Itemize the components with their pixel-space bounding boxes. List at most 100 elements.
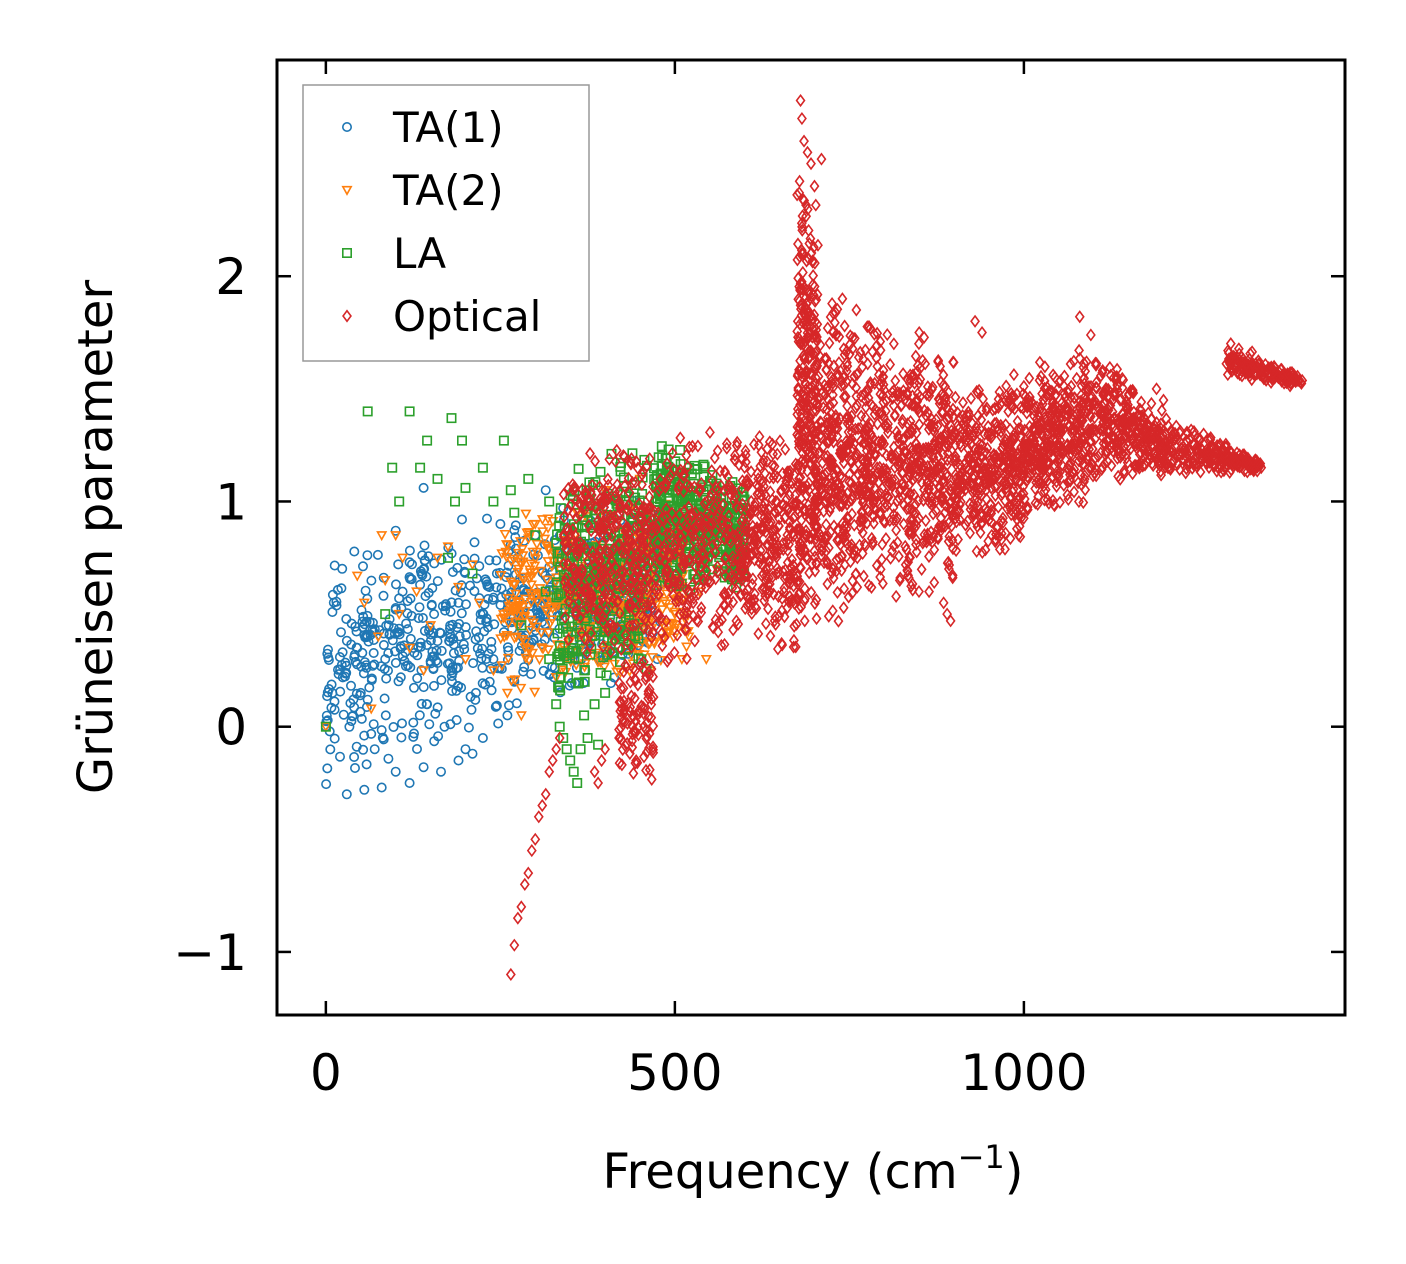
ta-2-point <box>520 509 532 520</box>
optical-point <box>663 652 674 666</box>
la-point <box>699 461 710 472</box>
ta-1-point <box>451 663 462 674</box>
ta-2-point <box>514 537 527 548</box>
ta-2-point <box>487 666 499 677</box>
optical-point <box>654 609 664 623</box>
la-point <box>449 496 460 507</box>
optical-point <box>707 474 718 488</box>
ta-2-point <box>376 531 388 542</box>
ta-1-point <box>444 636 455 647</box>
la-point <box>477 462 488 473</box>
ta-1-point <box>469 553 480 564</box>
optical-point <box>643 665 654 679</box>
optical-point <box>609 634 620 648</box>
ta-1-point <box>484 676 495 687</box>
optical-point <box>628 662 639 676</box>
optical-point <box>696 476 707 491</box>
la-point <box>608 648 619 659</box>
ta-1-point <box>445 606 456 617</box>
la-point <box>572 777 583 788</box>
ta-2-point <box>501 540 513 551</box>
ta-1-point <box>432 576 443 587</box>
optical-point <box>622 736 633 750</box>
optical-point <box>655 552 666 566</box>
ta-1-point <box>454 618 465 629</box>
ta-1-point <box>413 613 424 624</box>
optical-point <box>614 676 625 690</box>
la-point <box>595 466 606 477</box>
optical-point <box>696 601 707 615</box>
ta-1-point <box>358 744 369 755</box>
la-point <box>629 631 640 642</box>
optical-point <box>617 545 628 559</box>
ta-2-point <box>512 548 524 559</box>
ta-1-point <box>335 627 346 638</box>
ta-1-point <box>416 568 427 579</box>
optical-point <box>737 497 748 511</box>
optical-point <box>610 454 621 469</box>
ta-2-point <box>542 645 554 656</box>
optical-point <box>620 628 631 642</box>
ta-1-point <box>418 482 429 493</box>
optical-point <box>619 479 630 493</box>
ta-2-point <box>320 722 332 733</box>
optical-point <box>617 578 628 592</box>
optical-point <box>612 621 623 635</box>
ta-1-point <box>376 782 387 793</box>
ta-2-point <box>511 611 523 622</box>
ta-2-point <box>515 683 527 694</box>
ta-1-point <box>349 751 360 762</box>
la-point <box>557 663 568 674</box>
optical-point <box>719 552 730 566</box>
ta-1-point <box>372 549 383 560</box>
ta-1-point <box>405 662 416 673</box>
la-point <box>590 630 601 641</box>
ta-2-point <box>529 519 541 530</box>
optical-point <box>727 550 738 564</box>
la-point <box>619 627 630 638</box>
optical-point <box>634 497 645 511</box>
ta-1-point <box>357 616 368 627</box>
optical-point <box>615 704 626 718</box>
ta-1-point <box>369 744 380 755</box>
ta-1-point <box>380 654 391 665</box>
ta-1-point <box>428 680 439 691</box>
la-point <box>698 459 709 470</box>
ta-1-point <box>362 694 373 705</box>
optical-point <box>719 532 730 546</box>
optical-point <box>587 602 598 616</box>
ta-2-point <box>501 688 513 699</box>
optical-point <box>660 477 671 491</box>
optical-point <box>593 514 603 528</box>
ta-1-point <box>454 631 465 642</box>
ta-1-point <box>418 682 429 693</box>
optical-point <box>675 431 686 445</box>
ta-1-point <box>382 665 393 676</box>
optical-point <box>623 471 634 485</box>
optical-point <box>704 425 715 439</box>
optical-point <box>674 480 685 494</box>
ta-2-point <box>525 559 537 570</box>
optical-point <box>728 595 739 609</box>
ta-2-point <box>512 622 524 633</box>
optical-point <box>634 581 644 595</box>
optical-point <box>639 621 649 636</box>
optical-point <box>630 618 641 632</box>
optical-point <box>689 586 700 600</box>
ta-1-point <box>349 762 360 773</box>
ta-1-point <box>322 691 333 702</box>
ta-1-point <box>420 591 431 602</box>
optical-point <box>672 525 682 539</box>
optical-point <box>691 613 702 627</box>
ta-2-point <box>496 661 508 672</box>
ta-1-point <box>414 602 425 613</box>
optical-point <box>684 513 695 527</box>
ta-1-point <box>350 621 361 632</box>
ta-1-point <box>321 779 332 790</box>
optical-point <box>585 638 596 652</box>
la-point <box>415 462 426 473</box>
optical-point <box>637 468 648 482</box>
ta-2-point <box>495 634 507 645</box>
ta-1-point <box>491 555 502 566</box>
optical-point <box>642 534 653 548</box>
